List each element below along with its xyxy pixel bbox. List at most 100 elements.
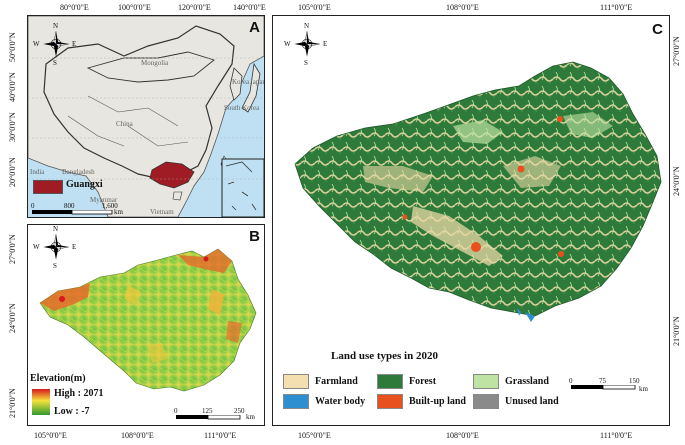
scale-unit: km <box>639 385 648 393</box>
panel-a-location-map: A N W E S Mongolia China Korea South Kor… <box>27 15 265 218</box>
c-top-tick-111e: 111°0'0"E <box>600 3 633 12</box>
compass-e: E <box>72 40 77 48</box>
a-left-tick-20n: 20°0'0"N <box>8 157 17 187</box>
landuse-legend-title: Land use types in 2020 <box>331 350 438 362</box>
legend-swatch <box>377 374 403 389</box>
elevation-low-label: Low : -7 <box>54 406 90 417</box>
b-bottom-tick-111e: 111°0'0"E <box>204 431 237 440</box>
compass-w: W <box>33 243 40 251</box>
a-left-tick-40n: 40°0'0"N <box>8 72 17 102</box>
hainan <box>172 191 183 201</box>
scale-label-0: 0 <box>174 407 178 415</box>
a-left-tick-50n: 50°0'0"N <box>8 32 17 62</box>
compass-e: E <box>72 243 77 251</box>
builtup-area <box>402 214 408 220</box>
label-india: India <box>30 168 45 176</box>
label-myanmar: Myanmar <box>90 196 118 204</box>
c-right-tick-24n: 24°0'0"N <box>672 166 681 196</box>
scale-unit: km <box>114 208 123 216</box>
guangxi-elevation-shape <box>39 248 257 392</box>
scale-label-800: 800 <box>64 202 75 210</box>
legend-grassland: Grassland <box>473 374 549 389</box>
c-top-tick-105e: 105°0'0"E <box>298 3 331 12</box>
legend-swatch <box>473 394 499 409</box>
panel-letter: B <box>249 228 260 245</box>
legend-label: Forest <box>409 376 437 387</box>
a-left-tick-30n: 30°0'0"N <box>8 112 17 142</box>
scale-bar <box>32 210 113 215</box>
panel-c-landuse-map: C N W E S Land use types in 2020 Farmlan… <box>272 15 670 426</box>
label-bangladesh: Bangladesh <box>62 168 95 176</box>
c-top-tick-108e: 108°0'0"E <box>446 3 479 12</box>
b-bottom-tick-108e: 108°0'0"E <box>121 431 154 440</box>
compass-icon <box>42 233 70 261</box>
guangxi-legend-label: Guangxi <box>66 179 103 190</box>
asia-landmass <box>28 16 264 217</box>
compass-icon <box>293 30 321 58</box>
a-top-tick-100e: 100°0'0"E <box>118 3 151 12</box>
c-bottom-tick-108e: 108°0'0"E <box>446 431 479 440</box>
scale-bar <box>571 385 636 390</box>
china-border <box>43 25 235 179</box>
location-map-svg <box>28 16 264 217</box>
legend-forest: Forest <box>377 374 436 389</box>
scale-label-0: 0 <box>31 202 35 210</box>
elevation-color-ramp <box>32 389 50 415</box>
compass-s: S <box>304 59 308 67</box>
water-body <box>517 308 521 316</box>
elevation-high-label: High : 2071 <box>54 388 104 399</box>
legend-farmland: Farmland <box>283 374 358 389</box>
guangxi-landuse-shape <box>294 61 662 317</box>
b-left-tick-21n: 21°0'0"N <box>8 388 17 418</box>
scale-label-125: 125 <box>202 407 213 415</box>
c-bottom-tick-111e: 111°0'0"E <box>600 431 633 440</box>
legend-label: Unused land <box>505 396 559 407</box>
compass-n: N <box>53 22 59 30</box>
legend-unused-land: Unused land <box>473 394 559 409</box>
label-japan: Japan <box>250 78 265 86</box>
legend-label: Water body <box>315 396 366 407</box>
scale-label-75: 75 <box>599 377 606 385</box>
south-china-sea-inset <box>221 158 264 217</box>
label-mongolia: Mongolia <box>141 59 169 67</box>
elevation-legend-title: Elevation(m) <box>30 373 86 384</box>
scale-unit: km <box>246 413 255 421</box>
legend-label: Farmland <box>315 376 358 387</box>
scale-label-0: 0 <box>569 377 573 385</box>
compass-n: N <box>53 225 59 233</box>
legend-swatch <box>377 394 403 409</box>
a-top-tick-120e: 120°0'0"E <box>178 3 211 12</box>
b-bottom-tick-105e: 105°0'0"E <box>34 431 67 440</box>
label-korea: Korea <box>232 78 250 86</box>
builtup-area <box>471 242 481 252</box>
compass-e: E <box>323 40 328 48</box>
builtup-area <box>517 165 525 173</box>
builtup-area <box>558 251 564 257</box>
panel-b-elevation-map: B N W E S Elevation(m) High : 2071 Low :… <box>27 224 265 426</box>
guangxi-legend-swatch <box>33 180 63 194</box>
panel-letter: C <box>652 21 663 38</box>
label-south-korea: South Korea <box>224 104 260 112</box>
a-top-tick-140e: 140°0'0"E <box>233 3 266 12</box>
compass-s: S <box>53 262 57 270</box>
legend-water-body: Water body <box>283 394 365 409</box>
scale-label-1600: 1,600 <box>102 202 118 210</box>
water-body <box>525 312 535 322</box>
panel-letter: A <box>249 19 260 36</box>
a-top-tick-80e: 80°0'0"E <box>60 3 89 12</box>
legend-swatch <box>283 374 309 389</box>
compass-w: W <box>284 40 291 48</box>
compass-icon <box>42 30 70 58</box>
c-right-tick-27n: 27°0'0"N <box>672 36 681 66</box>
legend-label: Built-up land <box>409 396 466 407</box>
scale-bar <box>176 415 241 420</box>
legend-built-up-land: Built-up land <box>377 394 466 409</box>
scale-label-150: 150 <box>629 377 640 385</box>
c-right-tick-21n: 21°0'0"N <box>672 316 681 346</box>
guangxi-region <box>149 161 195 189</box>
builtup-area <box>557 116 563 122</box>
b-left-tick-24n: 24°0'0"N <box>8 303 17 333</box>
korea-peninsula <box>229 67 243 101</box>
legend-swatch <box>283 394 309 409</box>
landuse-map-svg <box>294 61 662 322</box>
